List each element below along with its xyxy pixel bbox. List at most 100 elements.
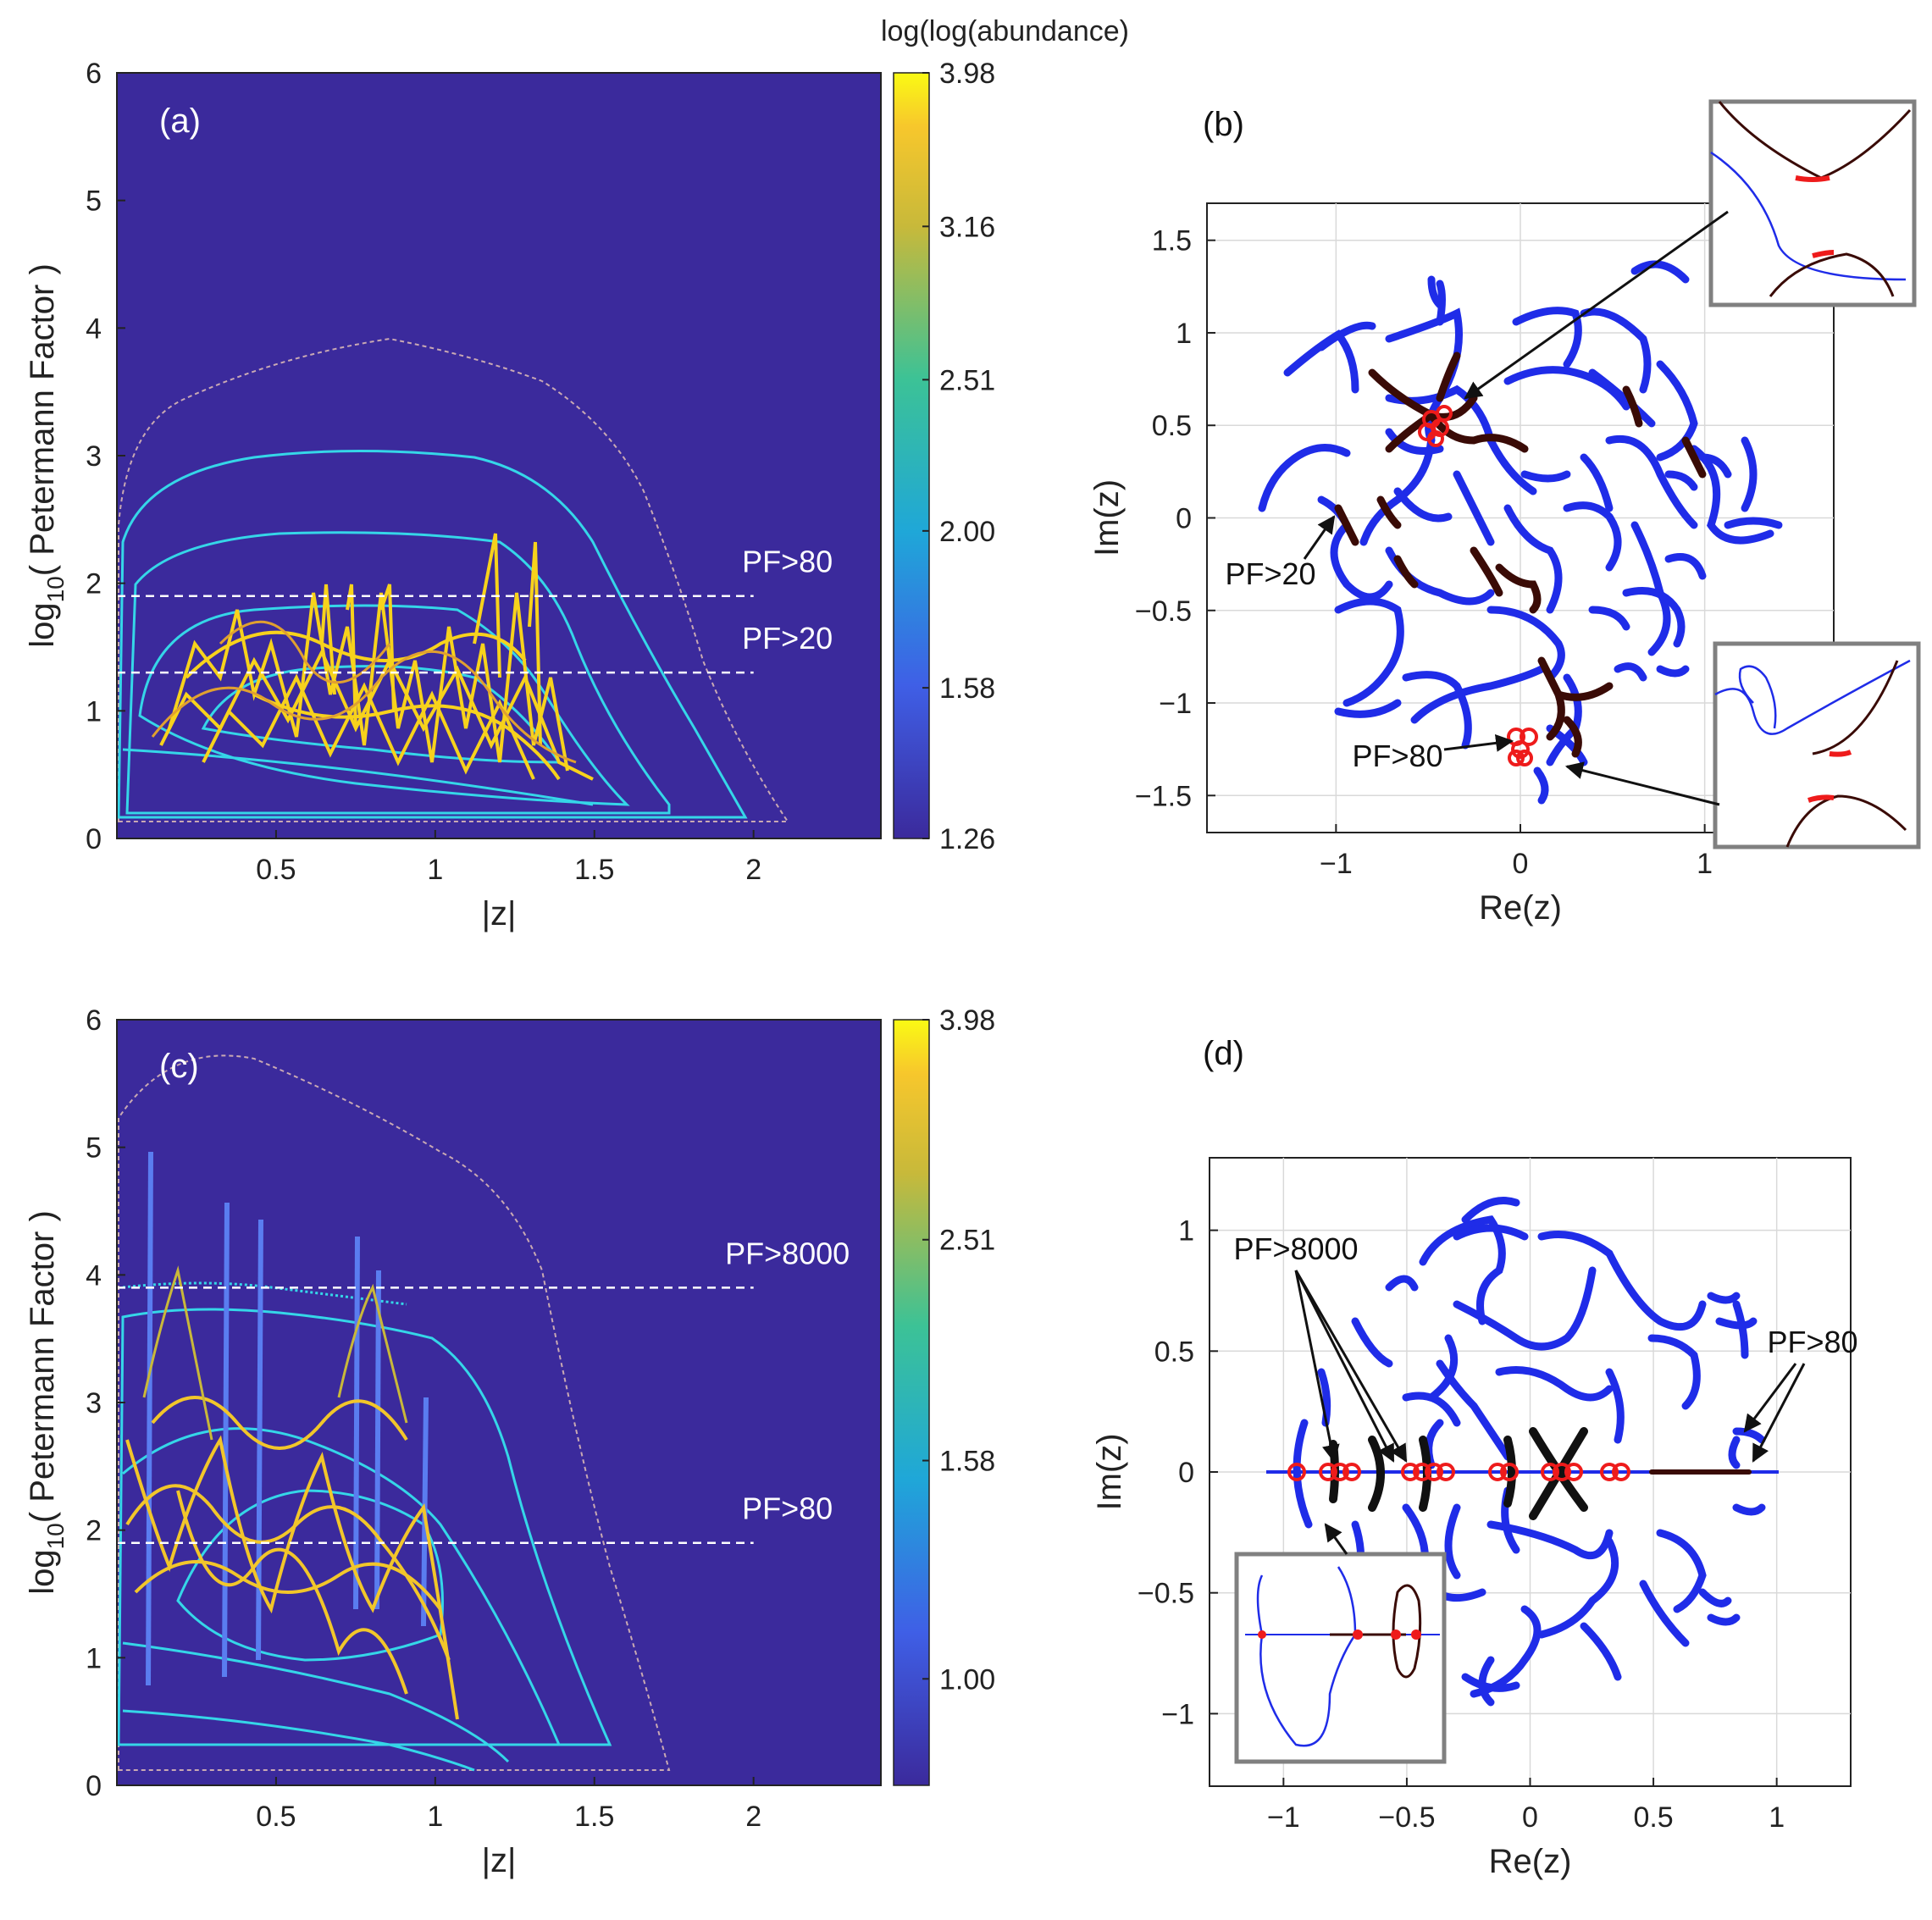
panel-a-contour-4 — [201, 665, 562, 764]
x-tick-label: 1.5 — [574, 854, 614, 886]
y-axis-label-rest: ( Petermann Factor ) — [24, 263, 61, 576]
y-tick-label: 2 — [86, 1515, 102, 1547]
x-tick-label: 1 — [427, 1801, 443, 1833]
y-tick-label: 5 — [86, 185, 102, 218]
x-axis-label: |z| — [482, 1842, 517, 1879]
y-tick-label: 0 — [1176, 503, 1192, 535]
y-tick-label: 1 — [86, 695, 102, 728]
panel-b-inset-bottom — [1713, 641, 1921, 849]
panel-c-contour-6 — [122, 1281, 407, 1306]
y-tick-label: 6 — [86, 1004, 102, 1037]
panel-a: PF>80 PF>20 (a) 0.5 1 1.5 2 0 1 2 3 4 5 6 |z| log10(… — [24, 15, 1129, 932]
x-tick-label: 2 — [745, 854, 761, 886]
colorbar-tick-label: 1.58 — [939, 672, 995, 705]
panel-c-density-filaments — [125, 1396, 459, 1720]
x-tick-label: 1 — [1697, 848, 1713, 880]
x-tick-label: 1 — [1769, 1801, 1785, 1834]
y-axis-label-prefix: log — [24, 1549, 61, 1594]
panel-c: PF>8000 PF>80 (c) 0.5 1 1.5 20123456|z|log1… — [24, 1004, 995, 1879]
y-axis-label-prefix: log — [24, 602, 61, 647]
panel-a-contour-1 — [117, 450, 748, 819]
panel-d-arrows — [1294, 1270, 1806, 1555]
panel-c-outer-contour — [118, 1054, 671, 1771]
y-tick-label: 2 — [86, 568, 102, 600]
y-axis-label-rest: ( Petermann Factor ) — [24, 1210, 61, 1523]
x-tick-label: 0.5 — [1633, 1801, 1673, 1834]
x-axis-label: Re(z) — [1489, 1843, 1572, 1880]
y-tick-label: 3 — [86, 440, 102, 473]
x-tick-label: −0.5 — [1378, 1801, 1435, 1834]
x-tick-label: 2 — [745, 1801, 761, 1833]
panel-d-label: (d) — [1203, 1035, 1244, 1072]
panel-a-outer-contour — [118, 337, 789, 822]
y-tick-label: 0.5 — [1154, 1336, 1194, 1368]
panel-a-colorbar — [893, 72, 930, 839]
colorbar-tick-label: 2.00 — [939, 516, 995, 548]
y-tick-label: −1.5 — [1135, 780, 1192, 812]
colorbar-tick-label: 3.98 — [939, 1004, 995, 1037]
colorbar-tick-label: 3.98 — [939, 58, 995, 90]
panel-a-density-filaments-orange — [151, 620, 577, 764]
x-tick-label: 0 — [1522, 1801, 1538, 1834]
panel-a-contour-2 — [125, 531, 671, 815]
panel-d-inset — [1234, 1552, 1447, 1764]
panel-c-contour-3 — [176, 1489, 444, 1662]
colorbar-tick-label: 3.16 — [939, 211, 995, 243]
panel-b-annotation-pf20: PF>20 — [1225, 556, 1315, 591]
y-tick-label: 4 — [86, 313, 102, 345]
panel-d-exceptional-points — [1287, 1463, 1630, 1481]
y-axis-label: log10( Petermann Factor ) — [24, 1210, 69, 1595]
panel-b: PF>20 PF>80 (b) −1 0 1 1.5 1 0.5 0 −0.5 −1 −1.5 Re… — [1088, 99, 1921, 927]
panel-b-high-pf-segments — [1334, 351, 1707, 758]
panel-d-annotation-pf80: PF>80 — [1767, 1325, 1857, 1359]
y-tick-label: 3 — [86, 1387, 102, 1419]
y-tick-label: −1 — [1159, 688, 1192, 720]
y-tick-label: 5 — [86, 1132, 102, 1165]
x-tick-label: 0.5 — [256, 1801, 296, 1833]
panel-c-threshold-label-pf80: PF>80 — [742, 1491, 833, 1526]
y-tick-label: −0.5 — [1135, 595, 1192, 628]
panel-c-contour-2 — [122, 1427, 561, 1746]
y-tick-label: 1 — [1176, 318, 1192, 350]
y-tick-label: −0.5 — [1138, 1578, 1194, 1610]
y-axis-label: Im(z) — [1091, 1433, 1128, 1510]
y-axis-label-subscript: 10 — [42, 576, 69, 602]
y-tick-label: 1 — [86, 1642, 102, 1674]
y-tick-label: 6 — [86, 58, 102, 90]
y-axis-label-subscript: 10 — [42, 1523, 69, 1549]
panel-a-plot-area — [117, 73, 881, 838]
colorbar-tick-label: 2.51 — [939, 364, 995, 396]
panel-c-plot-area — [117, 1020, 881, 1785]
colorbar-tick-label: 1.00 — [939, 1663, 995, 1696]
panel-d-annotation-pf8000: PF>8000 — [1233, 1231, 1358, 1266]
y-tick-label: 1.5 — [1152, 225, 1192, 257]
panel-c-contour-4 — [122, 1641, 510, 1763]
y-tick-label: 0 — [86, 1770, 102, 1802]
colorbar-tick-label: 1.58 — [939, 1446, 995, 1478]
x-tick-label: −1 — [1320, 848, 1353, 880]
panel-c-density-filaments-green — [142, 1265, 408, 1441]
panel-a-threshold-label-pf20: PF>20 — [742, 621, 833, 656]
panel-b-inset-top — [1708, 99, 1917, 307]
panel-c-contour-5 — [122, 1709, 475, 1772]
x-tick-label: 0.5 — [256, 854, 296, 886]
x-axis-label: |z| — [482, 895, 517, 932]
y-tick-label: 1 — [1178, 1215, 1194, 1248]
x-tick-label: 1.5 — [574, 1801, 614, 1833]
panel-a-threshold-label-pf80: PF>80 — [742, 545, 833, 579]
y-tick-label: 0.5 — [1152, 410, 1192, 442]
x-tick-label: 0 — [1513, 848, 1529, 880]
colorbar-tick-label: 2.51 — [939, 1225, 995, 1257]
panel-a-contour-5 — [122, 748, 594, 806]
panel-b-eigenvalue-trajectories — [1258, 260, 1783, 805]
panel-c-label: (c) — [159, 1048, 199, 1085]
y-tick-label: 0 — [1178, 1457, 1194, 1489]
panel-c-colorbar — [893, 1019, 930, 1786]
panel-c-threshold-label-pf8000: PF>8000 — [725, 1236, 850, 1270]
panel-b-annotation-pf80: PF>80 — [1352, 739, 1442, 773]
panel-a-density-filaments — [159, 533, 594, 781]
colorbar-tick-label: 1.26 — [939, 823, 995, 855]
x-tick-label: 1 — [427, 854, 443, 886]
y-tick-label: 0 — [86, 823, 102, 855]
